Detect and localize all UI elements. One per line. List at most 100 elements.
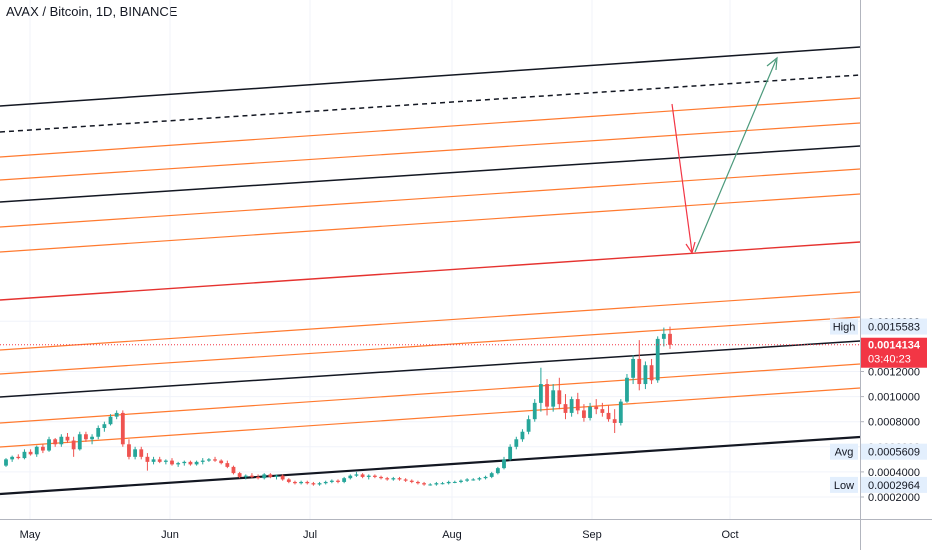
tag-avg-label: Avg [835,447,854,459]
candle-body [311,483,316,485]
candle-body [317,483,322,485]
projection-arrow-down [671,103,693,253]
candle-body [323,481,328,484]
candle-body [391,478,396,480]
channel-line-orange [0,363,861,424]
candle-body [243,475,248,477]
channel-line-black [0,46,861,107]
candle-body [145,456,150,462]
y-tick-label: 0.0008000 [868,417,920,429]
tag-high-label: High [833,322,856,334]
candle-body [379,476,383,479]
candle-body [557,390,562,405]
candle-body [600,409,605,413]
candle-body [489,473,494,477]
candle-body [22,451,27,459]
arrowhead-up [766,56,778,71]
x-tick-label: Jul [303,529,317,541]
channel-line-orange [0,122,861,181]
candles [4,326,672,486]
candle-body [348,475,353,479]
candle-body [4,459,8,466]
candle-body [366,475,371,477]
overlays [0,56,860,346]
channel-line-orange [0,193,861,253]
candle-body [422,483,426,485]
tag-high-value: 0.0015583 [868,322,920,334]
tag-current-price-countdown: 03:40:23 [868,354,911,366]
candle-body [102,424,107,428]
candle-body [256,476,260,479]
candle-body [133,449,138,457]
candle-body [532,402,537,420]
candle-body [668,333,672,345]
candle-body [28,451,33,455]
projection-arrow-up [694,59,777,253]
channel-lines [0,46,861,496]
candle-body [440,483,445,485]
candle-body [397,478,402,480]
candle-body [176,463,181,465]
y-tick-label: 0.0012000 [868,367,920,379]
candle-body [538,384,543,403]
channel-line-orange [0,387,861,448]
candle-body [108,416,113,425]
candle-body [477,478,482,480]
candle-body [360,474,365,477]
candle-body [170,460,174,465]
candle-body [77,434,82,450]
candle-body [182,461,187,464]
candle-body [157,459,162,462]
time-axis-divider [0,519,932,520]
candle-body [305,481,310,484]
candle-body [526,419,531,432]
candle-body [231,466,236,474]
candle-body [206,459,211,461]
candle-body [545,384,549,407]
candle-body [372,475,377,477]
x-tick-label: Aug [442,529,462,541]
candle-body [434,483,439,485]
candle-body [403,479,408,481]
candle-body [47,439,51,451]
candle-body [274,475,279,477]
candle-body [428,484,433,486]
tag-low-label-bg [830,476,858,493]
candle-body [188,461,193,465]
candle-body [120,412,125,445]
x-tick-label: Oct [721,529,738,541]
x-tick-label: Jun [161,529,179,541]
candle-body [10,456,15,460]
candle-body [618,401,623,423]
tag-high-label-bg [830,318,858,335]
candle-body [90,436,94,440]
candle-body [385,478,390,480]
candle-body [194,461,199,465]
candle-body [84,434,88,440]
tag-low-value: 0.0002964 [868,480,920,492]
candle-body [409,480,414,482]
y-tick-label: 0.0010000 [868,392,920,404]
candle-body [643,365,648,385]
candle-body [34,446,39,455]
x-tick-label: May [20,529,41,541]
candle-body [459,480,463,482]
candle-body [452,481,457,483]
candle-body [286,479,291,482]
channel-line-orange [0,97,861,158]
price-tags: High 0.0015583 0.0014134 03:40:23 Avg 0.00056… [830,318,927,493]
channel-line-black [0,435,861,496]
candle-body [612,419,617,423]
candle-body [520,431,525,440]
candle-body [649,365,654,381]
x-tick-label: Sep [582,529,602,541]
candle-body [446,481,451,484]
candle-body [163,460,168,462]
horizontal-gridlines [0,320,860,498]
candle-body [606,412,611,420]
candle-body [59,436,64,445]
candle-body [563,404,568,413]
candle-body [514,439,519,447]
candle-body [416,481,420,484]
